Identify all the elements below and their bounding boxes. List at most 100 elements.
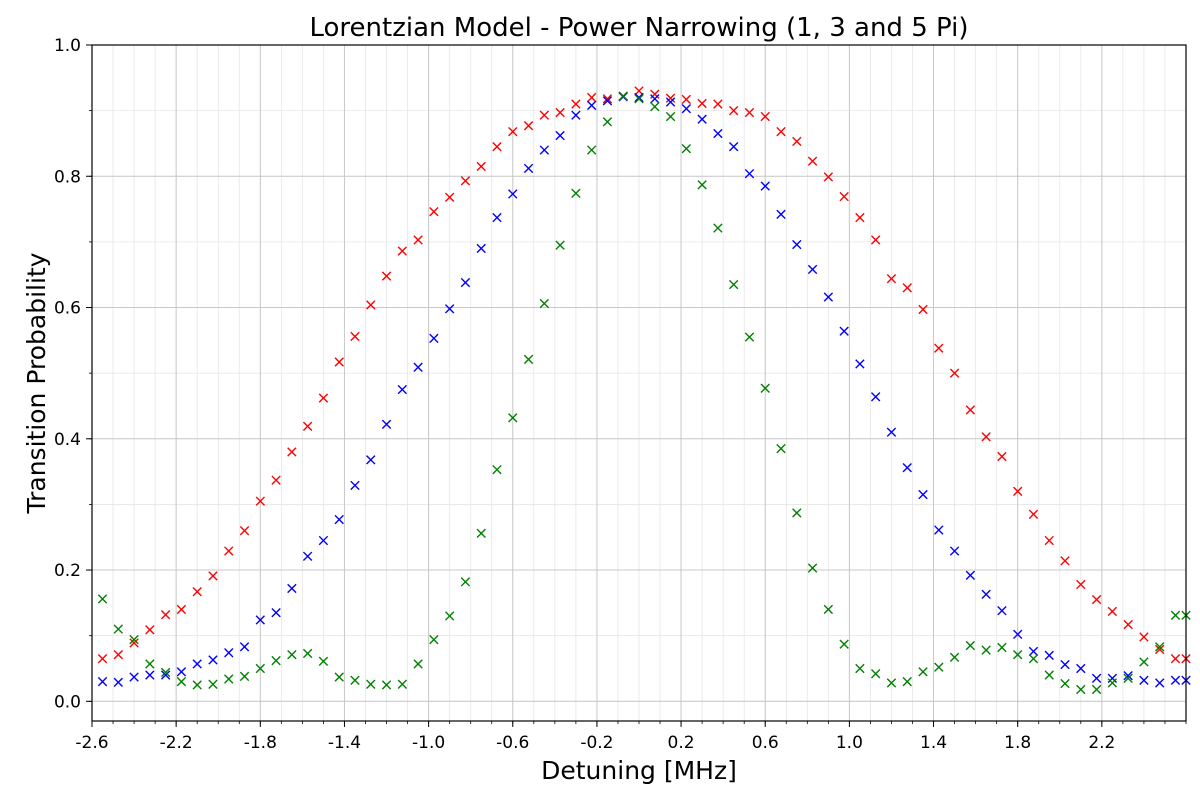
data-point-series-2 — [776, 443, 786, 454]
data-point-series-2 — [981, 645, 991, 655]
data-point-series-2 — [1076, 684, 1086, 695]
data-point-series-1 — [224, 648, 234, 658]
data-point-series-1 — [744, 168, 755, 179]
data-point-series-1 — [997, 606, 1007, 616]
data-point-series-0 — [176, 604, 187, 615]
data-point-series-2 — [618, 91, 628, 101]
x-tick-label: 1.8 — [1004, 733, 1031, 753]
y-tick-label: 0.4 — [54, 430, 81, 450]
data-point-series-1 — [697, 114, 707, 124]
data-point-series-0 — [508, 126, 518, 137]
data-point-series-0 — [366, 300, 376, 310]
data-point-series-1 — [776, 209, 786, 220]
data-point-series-2 — [744, 332, 755, 342]
data-point-series-2 — [1044, 670, 1054, 680]
data-point-series-2 — [886, 678, 897, 688]
data-point-series-1 — [728, 142, 739, 152]
data-point-series-0 — [287, 447, 297, 457]
data-point-series-1 — [634, 92, 644, 103]
data-point-series-0 — [239, 525, 250, 536]
x-tick-label: 0.6 — [752, 733, 779, 753]
data-point-series-0 — [997, 451, 1007, 462]
data-point-series-0 — [255, 496, 266, 506]
data-point-series-2 — [713, 223, 723, 233]
data-point-series-1 — [807, 264, 818, 275]
data-point-series-1 — [97, 676, 108, 687]
data-point-series-0 — [192, 587, 202, 597]
data-point-series-1 — [1123, 671, 1133, 681]
data-point-series-1 — [792, 239, 802, 250]
data-point-series-1 — [413, 362, 423, 372]
data-point-series-1 — [255, 615, 266, 625]
y-tick-label: 0.8 — [54, 167, 81, 187]
data-point-series-1 — [113, 677, 123, 687]
data-point-series-2 — [192, 680, 202, 690]
data-point-series-0 — [1060, 556, 1070, 566]
data-point-series-2 — [665, 111, 676, 122]
data-point-series-0 — [1076, 579, 1086, 590]
data-point-series-0 — [792, 136, 802, 147]
data-point-series-2 — [792, 508, 802, 518]
data-point-series-1 — [1028, 646, 1039, 657]
data-point-series-2 — [444, 611, 455, 621]
data-point-series-2 — [934, 662, 944, 672]
data-point-series-0 — [697, 98, 707, 109]
y-tick-label: 0.0 — [54, 692, 81, 712]
data-point-series-1 — [918, 489, 928, 500]
data-point-series-2 — [918, 667, 928, 677]
data-point-series-2 — [839, 639, 849, 649]
data-point-series-0 — [1123, 619, 1133, 630]
data-point-series-2 — [145, 659, 155, 669]
data-point-series-1 — [192, 659, 202, 669]
data-point-series-2 — [650, 101, 660, 112]
data-point-series-2 — [413, 659, 423, 669]
data-point-series-2 — [602, 117, 613, 127]
data-point-series-0 — [413, 235, 423, 245]
data-point-series-2 — [160, 667, 171, 678]
data-point-series-2 — [1155, 642, 1165, 652]
data-point-series-2 — [460, 577, 471, 587]
data-point-series-1 — [839, 326, 849, 336]
data-point-series-2 — [681, 144, 692, 154]
data-point-series-0 — [334, 357, 344, 367]
data-point-series-2 — [97, 594, 108, 604]
data-point-series-0 — [492, 142, 502, 152]
data-point-series-1 — [366, 455, 376, 465]
data-point-series-0 — [1155, 644, 1165, 655]
data-point-series-0 — [744, 107, 755, 118]
data-point-series-2 — [302, 648, 313, 659]
data-point-series-1 — [539, 145, 550, 155]
data-point-series-0 — [918, 304, 928, 315]
data-point-series-2 — [760, 383, 770, 393]
data-point-series-1 — [429, 333, 439, 344]
data-point-series-1 — [318, 535, 329, 546]
data-point-series-1 — [1044, 650, 1054, 661]
data-point-series-1 — [492, 212, 502, 223]
data-point-series-1 — [1012, 629, 1023, 640]
data-point-series-0 — [160, 609, 171, 620]
data-point-series-1 — [350, 480, 360, 491]
x-tick-label: 0.2 — [668, 733, 695, 753]
data-point-series-2 — [318, 656, 329, 666]
data-point-series-0 — [1012, 486, 1023, 496]
data-point-series-1 — [681, 103, 692, 114]
data-point-series-1 — [239, 642, 250, 652]
chart-title: Lorentzian Model - Power Narrowing (1, 3… — [310, 13, 969, 43]
data-point-series-0 — [760, 111, 770, 122]
data-point-series-0 — [870, 235, 881, 245]
data-point-series-1 — [397, 384, 408, 395]
data-point-series-1 — [160, 670, 171, 680]
data-point-series-2 — [697, 180, 707, 190]
data-point-series-2 — [634, 94, 644, 104]
data-point-series-0 — [444, 192, 455, 202]
data-point-series-0 — [602, 94, 613, 104]
data-point-series-0 — [1091, 594, 1102, 605]
data-point-series-2 — [1060, 678, 1070, 689]
data-point-series-1 — [981, 589, 991, 600]
data-point-series-2 — [965, 640, 976, 651]
data-point-series-0 — [350, 331, 360, 342]
data-point-series-2 — [271, 655, 281, 666]
data-point-series-1 — [586, 100, 597, 111]
data-point-series-0 — [839, 191, 849, 202]
data-point-series-0 — [460, 176, 471, 186]
